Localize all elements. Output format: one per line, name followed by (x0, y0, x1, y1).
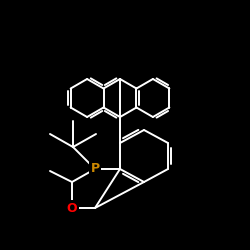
Text: O: O (67, 202, 77, 214)
Text: P: P (90, 162, 100, 175)
